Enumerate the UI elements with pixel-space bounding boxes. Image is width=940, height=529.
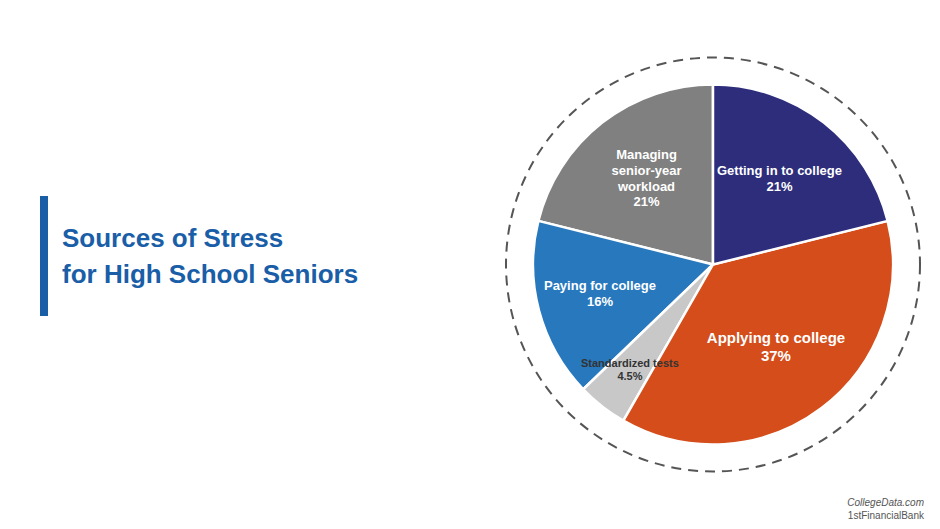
data-label: 21% xyxy=(766,179,792,194)
data-label: Applying to college xyxy=(707,329,845,346)
data-label: Getting in to college xyxy=(717,163,842,178)
data-label: workload xyxy=(617,179,675,194)
title-group: Sources of Stress for High School Seniors xyxy=(40,196,358,316)
title-accent xyxy=(40,196,48,316)
data-labels: Managingsenior-yearworkload21%Paying for… xyxy=(544,147,845,382)
data-label: 16% xyxy=(587,294,613,309)
guide-circle xyxy=(506,58,920,472)
pie-group: Managingsenior-yearworkload21%Paying for… xyxy=(506,58,920,472)
chart-container: Sources of Stress for High School Seniors… xyxy=(0,0,940,529)
chart-subtitle: for High School Seniors xyxy=(62,259,358,289)
data-label: 4.5% xyxy=(617,370,642,382)
data-label: Managing xyxy=(616,147,677,162)
pie-slice xyxy=(713,85,888,265)
chart-title: Sources of Stress xyxy=(62,223,283,253)
data-label: 37% xyxy=(761,347,791,364)
chart-svg: Sources of Stress for High School Seniors… xyxy=(0,0,940,529)
slices xyxy=(533,85,893,445)
data-label: senior-year xyxy=(611,163,681,178)
data-label: 21% xyxy=(634,194,660,209)
annotations: CollegeData.com 1stFinancialBank xyxy=(847,497,925,521)
data-label: Standardized tests xyxy=(581,357,679,369)
annotation: 1stFinancialBank xyxy=(848,510,925,521)
data-label: Paying for college xyxy=(544,278,656,293)
annotation: CollegeData.com xyxy=(847,497,924,508)
